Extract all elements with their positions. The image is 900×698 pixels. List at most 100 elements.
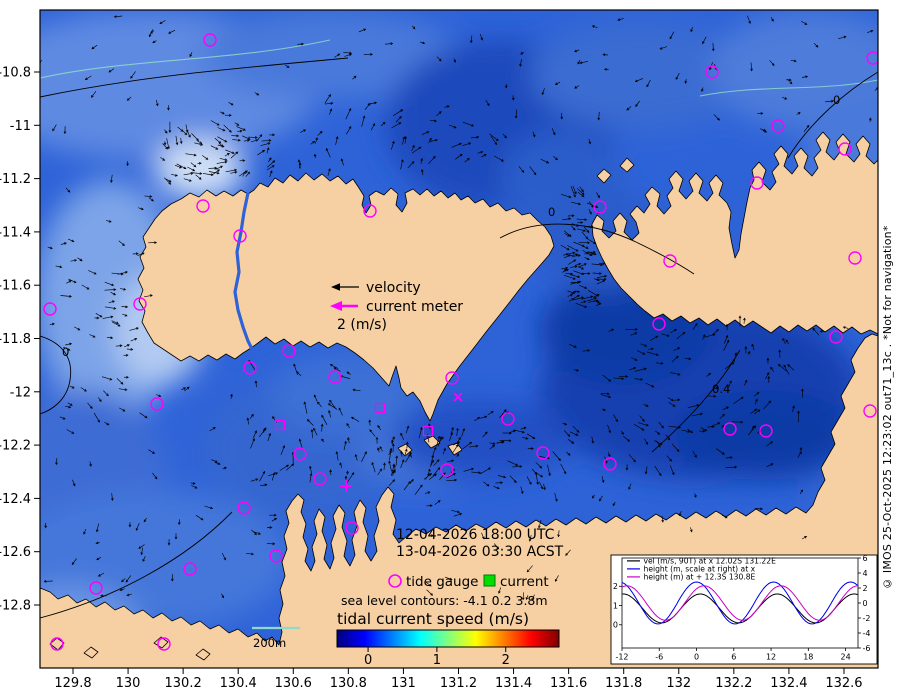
tide-gauge-marker: [771, 119, 785, 133]
tide-gauge-marker: [233, 229, 247, 243]
tide-gauge-marker: [759, 424, 773, 438]
colorbar-tick-label: 2: [502, 653, 510, 668]
contours-info-label: sea level contours: -4.1 0.2 3.8m: [341, 593, 548, 608]
lat-tick-label: -12.4: [0, 492, 31, 507]
current-meter-key-label: current meter: [366, 299, 463, 315]
contour-labels: 0 0 0 0.4: [62, 93, 840, 396]
tide-gauge-marker: [705, 65, 719, 79]
inset-right-tick-label: -4: [863, 629, 871, 638]
tide-gauge-marker: [866, 51, 878, 65]
tide-gauge-marker: [203, 33, 217, 47]
station-markers: [43, 33, 878, 651]
lat-tick-label: -12.2: [0, 439, 31, 454]
timeseries-inset: vel (m/s, 90T) at x 12.02S 131.22Eheight…: [610, 554, 878, 665]
tide-gauge-legend-label: tide gauge: [406, 574, 478, 590]
inset-legend-label: vel (m/s, 90T) at x 12.02S 131.22E: [644, 557, 777, 566]
tide-gauge-marker: [157, 637, 171, 651]
lon-tick-label: 132.6: [825, 676, 862, 691]
inset-left-tick-label: 2: [613, 582, 618, 591]
tide-gauge-marker: [50, 637, 64, 651]
tide-gauge-marker: [440, 463, 454, 477]
current-meter-marker: [274, 419, 286, 431]
tide-gauge-marker: [750, 176, 764, 190]
marker-legend: tide gauge current: [388, 574, 549, 590]
lon-tick-label: 129.8: [54, 676, 91, 691]
inset-x-tick-label: 12: [766, 653, 776, 662]
tide-gauge-marker: [313, 472, 327, 486]
tide-gauge-marker: [43, 302, 57, 316]
time-utc-label: 12-04-2026 18:00 UTC: [396, 527, 555, 543]
colorbar-gradient: [336, 629, 560, 648]
depth-scale-label: 200m: [253, 636, 286, 650]
tide-gauge-marker: [663, 254, 677, 268]
inset-left-tick-label: 0: [613, 621, 618, 630]
inset-legend-label: height (m) at + 12.3S 130.8E: [644, 573, 756, 582]
depth-contour-200m: [40, 39, 878, 97]
vernon-island: [397, 443, 413, 457]
tide-gauge-marker: [603, 457, 617, 471]
current-meter-marker: [422, 425, 434, 437]
lon-tick-label: 131.6: [550, 676, 587, 691]
current-meter-marker: [374, 402, 386, 414]
tide-gauge-marker: [243, 361, 257, 375]
tide-gauge-marker: [269, 549, 283, 563]
inset-legend-label: height (m, scale at right) at x: [644, 565, 756, 574]
inset-left-tick-label: 1: [613, 601, 618, 610]
apsley-strait: [233, 192, 254, 350]
contour-label: 0: [62, 345, 69, 359]
inset-right-tick-label: 6: [863, 554, 868, 563]
lat-tick-label: -10.8: [0, 66, 31, 81]
contour-label: 0.4: [712, 382, 730, 396]
copyright-watermark: © IMOS 25-Oct-2025 12:23:02 out71_13c . …: [881, 225, 894, 590]
tide-gauge-legend-icon: [388, 574, 402, 588]
colorbar-tick-label: 1: [433, 653, 441, 668]
lat-tick-label: -11.4: [0, 225, 31, 240]
depth-scale-legend: 200m: [252, 626, 300, 650]
island: [619, 157, 635, 173]
tide-gauge-marker: [293, 447, 307, 461]
current-meter-arrowhead-icon: [330, 301, 342, 311]
lon-tick-label: 131: [391, 676, 416, 691]
timestamp-block: 12-04-2026 18:00 UTC 13-04-2026 03:30 AC…: [396, 527, 564, 560]
velocity-arrows-path: [40, 15, 878, 602]
tide-gauge-marker: [536, 446, 550, 460]
x-station-marker: [453, 392, 463, 402]
tide-gauge-marker: [829, 330, 843, 344]
lat-tick-label: -12: [10, 385, 31, 400]
inset-right-tick-label: 0: [863, 599, 868, 608]
tide-gauge-marker: [237, 501, 251, 515]
plus-station-marker: [340, 480, 352, 492]
tide-gauge-marker: [848, 251, 862, 265]
current-legend-label: current: [500, 574, 549, 590]
lon-tick-label: 131.4: [495, 676, 532, 691]
island: [596, 168, 612, 184]
inset-x-tick-label: 0: [694, 653, 699, 662]
inset-x-tick-label: 6: [731, 653, 736, 662]
tide-gauge-marker: [89, 581, 103, 595]
lon-tick-label: 132.4: [770, 676, 807, 691]
colorbar: tidal current speed (m/s) 0 1 2: [336, 610, 560, 668]
coburg-peninsula: [591, 131, 878, 335]
tide-gauge-marker: [723, 422, 737, 436]
inset-right-tick-label: 4: [863, 569, 868, 578]
lat-tick-label: -12.8: [0, 599, 31, 614]
inset-right-tick-label: -2: [863, 614, 871, 623]
lon-tick-label: 131.2: [440, 676, 477, 691]
lon-tick-label: 130.2: [165, 676, 202, 691]
lat-tick-label: -11.8: [0, 332, 31, 347]
inset-series-line: [622, 585, 858, 621]
tide-gauge-marker: [363, 204, 377, 218]
inset-x-tick-label: -6: [655, 653, 663, 662]
tide-gauge-marker: [196, 199, 210, 213]
contour-label: 0: [548, 205, 555, 219]
inset-x-tick-label: 18: [803, 653, 813, 662]
tide-gauge-marker: [501, 412, 515, 426]
lat-tick-label: -11: [10, 119, 31, 134]
lat-tick-label: -12.6: [0, 545, 31, 560]
tide-gauge-marker: [133, 297, 147, 311]
tide-gauge-marker: [593, 200, 607, 214]
tide-gauge-marker: [652, 317, 666, 331]
lat-tick-label: -11.6: [0, 279, 31, 294]
lon-tick-label: 130.6: [275, 676, 312, 691]
